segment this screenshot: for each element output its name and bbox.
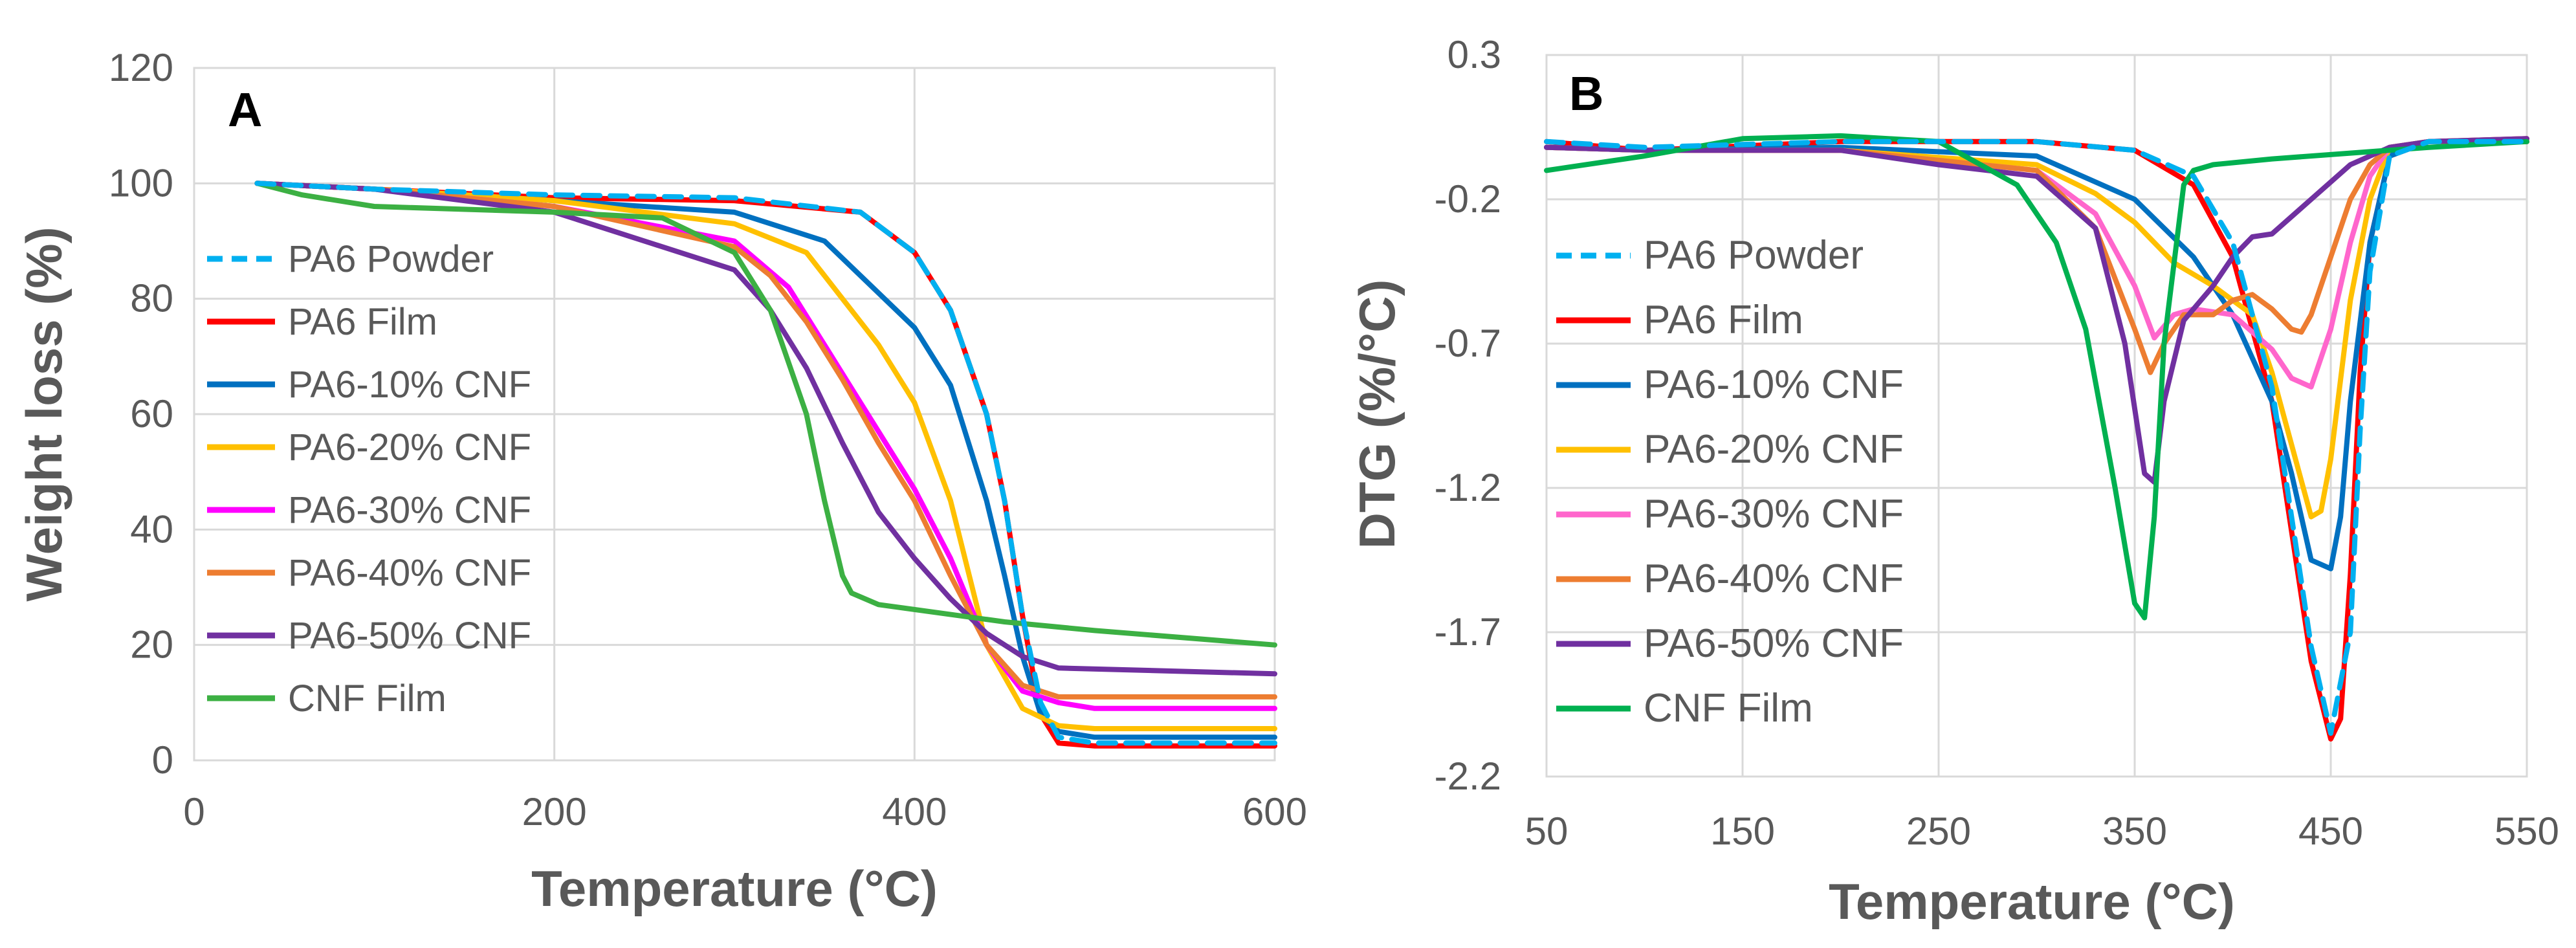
panel-b-y-tick-label: -0.2 <box>1435 177 1501 221</box>
panel-b-x-tick-label: 450 <box>2298 810 2363 853</box>
panel-a-legend-entry: PA6-10% CNF <box>288 364 531 406</box>
panel-a-series <box>254 181 1277 749</box>
panel-a-x-tick-label: 0 <box>183 790 204 833</box>
panel-b-series-line-cnf-film <box>1544 133 2529 621</box>
panel-a-y-axis-title: Weight loss (%) <box>16 226 72 601</box>
panel-b-y-tick-label: -0.7 <box>1435 322 1501 365</box>
panel-b-y-tick-labels: 0.3 -0.2 -0.7 -1.2 -1.7 -2.2 <box>1435 33 1501 798</box>
panel-b-y-tick-label: 0.3 <box>1448 33 1501 76</box>
panel-a-x-tick-labels: 0 200 400 600 <box>183 790 1307 833</box>
panel-a-y-tick-label: 120 <box>109 46 173 89</box>
panel-b-legend-entry: PA6-50% CNF <box>1644 621 1904 666</box>
panel-b-label: B <box>1569 67 1603 120</box>
panel-b-x-tick-label: 350 <box>2102 810 2167 853</box>
panel-a-legend-entry: PA6 Powder <box>288 238 494 280</box>
panel-b-series-line-pa6-50pct-cnf <box>1544 136 2529 485</box>
panel-a-legend-entry: PA6-20% CNF <box>288 426 531 468</box>
panel-b-x-tick-label: 150 <box>1710 810 1775 853</box>
panel-b-x-tick-labels: 50 150 250 350 450 550 <box>1525 810 2559 853</box>
panel-a-legend-entry: CNF Film <box>288 678 446 720</box>
panel-b-y-axis-title: DTG (%/°C) <box>1349 280 1405 549</box>
panel-b-legend-entry: CNF Film <box>1644 686 1813 731</box>
panel-b-x-tick-label: 250 <box>1906 810 1971 853</box>
panel-a-legend-entry: PA6-30% CNF <box>288 489 531 531</box>
panel-a-y-tick-label: 0 <box>152 738 173 782</box>
panel-b-y-tick-label: -1.7 <box>1435 610 1501 654</box>
panel-b-legend-entry: PA6 Film <box>1644 298 1803 342</box>
panel-a-y-tick-labels: 0 20 40 60 80 100 120 <box>109 46 173 782</box>
panel-a-legend-entry: PA6-50% CNF <box>288 615 531 657</box>
panel-b-y-tick-label: -1.2 <box>1435 466 1501 509</box>
panel-a-y-tick-label: 100 <box>109 161 173 204</box>
panel-a-x-tick-label: 200 <box>522 790 587 833</box>
panel-b-series-line-pa6-20pct-cnf <box>1544 138 2529 520</box>
panel-a-y-tick-label: 20 <box>130 623 173 667</box>
panel-b-legend-entry: PA6-40% CNF <box>1644 557 1904 601</box>
panel-b-legend-entry: PA6 Powder <box>1644 233 1864 278</box>
panel-a-legend: PA6 Powder PA6 Film PA6-10% CNF PA6-20% CNF… <box>207 238 531 720</box>
panel-b-series <box>1544 133 2529 742</box>
panel-a-legend-entry: PA6-40% CNF <box>288 552 531 594</box>
panel-b-legend: PA6 Powder PA6 Film PA6-10% CNF PA6-20% CNF… <box>1556 233 1904 731</box>
panel-b-x-tick-label: 550 <box>2494 810 2559 853</box>
panel-a-label: A <box>228 83 262 137</box>
panel-a-y-tick-label: 40 <box>130 507 173 551</box>
panel-b-series-line-pa6-powder <box>1544 138 2529 736</box>
panel-b-y-tick-label: -2.2 <box>1435 755 1501 798</box>
panel-b: 0.3 -0.2 -0.7 -1.2 -1.7 -2.2 50 150 250 350 450 55… <box>1349 33 2559 930</box>
panel-a-x-axis-title: Temperature (°C) <box>531 860 938 917</box>
panel-b-legend-entry: PA6-10% CNF <box>1644 362 1904 407</box>
panel-b-series-line-pa6-10pct-cnf <box>1544 138 2529 571</box>
panel-a-series-line-pa6-50pct-cnf <box>254 181 1277 677</box>
panel-b-x-axis-title: Temperature (°C) <box>1829 873 2235 930</box>
panel-a-series-line-cnf-film <box>254 181 1277 648</box>
panel-b-legend-entry: PA6-20% CNF <box>1644 427 1904 472</box>
panel-a-gridlines <box>193 67 1276 762</box>
panel-b-legend-entry: PA6-30% CNF <box>1644 492 1904 536</box>
panel-b-x-tick-label: 50 <box>1525 810 1569 853</box>
panel-a-x-tick-label: 600 <box>1242 790 1307 833</box>
panel-a: 0 20 40 60 80 100 120 0 200 400 600 A Temperature… <box>16 46 1307 917</box>
panel-a-y-tick-label: 80 <box>130 277 173 320</box>
panel-a-series-line-pa6-powder <box>254 181 1277 746</box>
panel-a-y-tick-label: 60 <box>130 392 173 435</box>
panel-a-x-tick-label: 400 <box>882 790 947 833</box>
panel-a-legend-entry: PA6 Film <box>288 301 437 343</box>
